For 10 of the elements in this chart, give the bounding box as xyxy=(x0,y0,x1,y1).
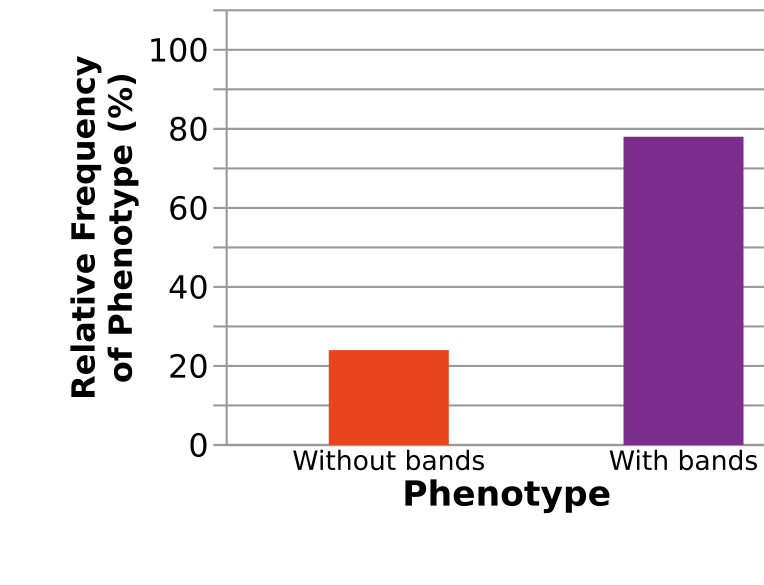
y-tick-label: 40 xyxy=(170,274,207,299)
y-tick-label: 100 xyxy=(151,38,207,62)
x-tick-label: Without bands xyxy=(293,450,484,470)
y-tick-label: 0 xyxy=(190,432,207,458)
x-axis-title: Phenotype xyxy=(405,479,610,514)
y-tick-label: 20 xyxy=(170,354,207,378)
y-axis-title: Relative Frequency of Phenotype (%) xyxy=(70,56,139,397)
y-tick-label: 60 xyxy=(170,196,207,220)
y-tick-label: 80 xyxy=(170,116,207,141)
x-tick-label: With bands xyxy=(610,450,757,470)
